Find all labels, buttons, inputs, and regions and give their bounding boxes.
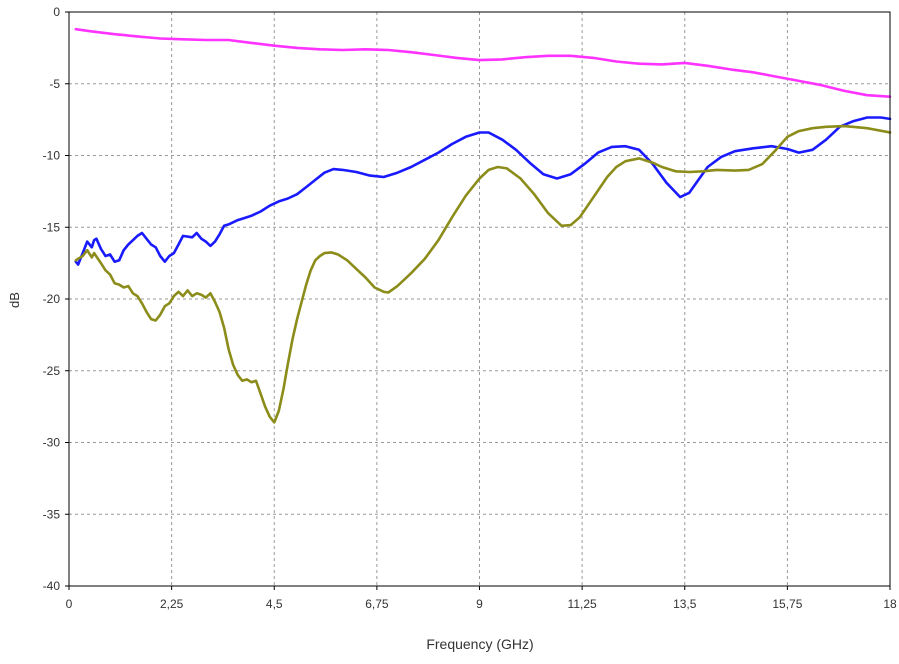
- series-line-3: [74, 124, 892, 424]
- y-tick-label: -20: [43, 292, 61, 306]
- x-axis-ticks: 0 2,25 4,5 6,75 9 11,25 13,5 15,75 18: [66, 586, 897, 611]
- x-tick-label: 13,5: [673, 597, 697, 611]
- y-axis-title: dB: [7, 292, 22, 308]
- series-line-1: [74, 27, 892, 98]
- y-tick-label: 0: [53, 5, 60, 19]
- x-tick-label: 2,25: [160, 597, 184, 611]
- x-tick-label: 15,75: [772, 597, 802, 611]
- x-tick-label: 9: [476, 597, 483, 611]
- y-tick-label: -40: [43, 579, 61, 593]
- y-tick-label: -35: [43, 507, 61, 521]
- y-axis-ticks: 0 -5 -10 -15 -20 -25 -30 -35 -40: [43, 5, 69, 593]
- grid: [69, 12, 890, 586]
- x-tick-label: 18: [883, 597, 897, 611]
- x-tick-label: 6,75: [365, 597, 389, 611]
- series-line-2: [74, 116, 892, 266]
- y-tick-label: -25: [43, 364, 61, 378]
- x-axis-title: Frequency (GHz): [426, 636, 533, 652]
- series-group: [74, 27, 892, 424]
- y-tick-label: -5: [49, 77, 60, 91]
- x-tick-label: 11,25: [568, 597, 597, 611]
- x-tick-label: 0: [66, 597, 73, 611]
- y-tick-label: -30: [43, 436, 61, 450]
- y-tick-label: -10: [43, 149, 61, 163]
- y-tick-label: -15: [43, 220, 61, 234]
- x-tick-label: 4,5: [266, 597, 283, 611]
